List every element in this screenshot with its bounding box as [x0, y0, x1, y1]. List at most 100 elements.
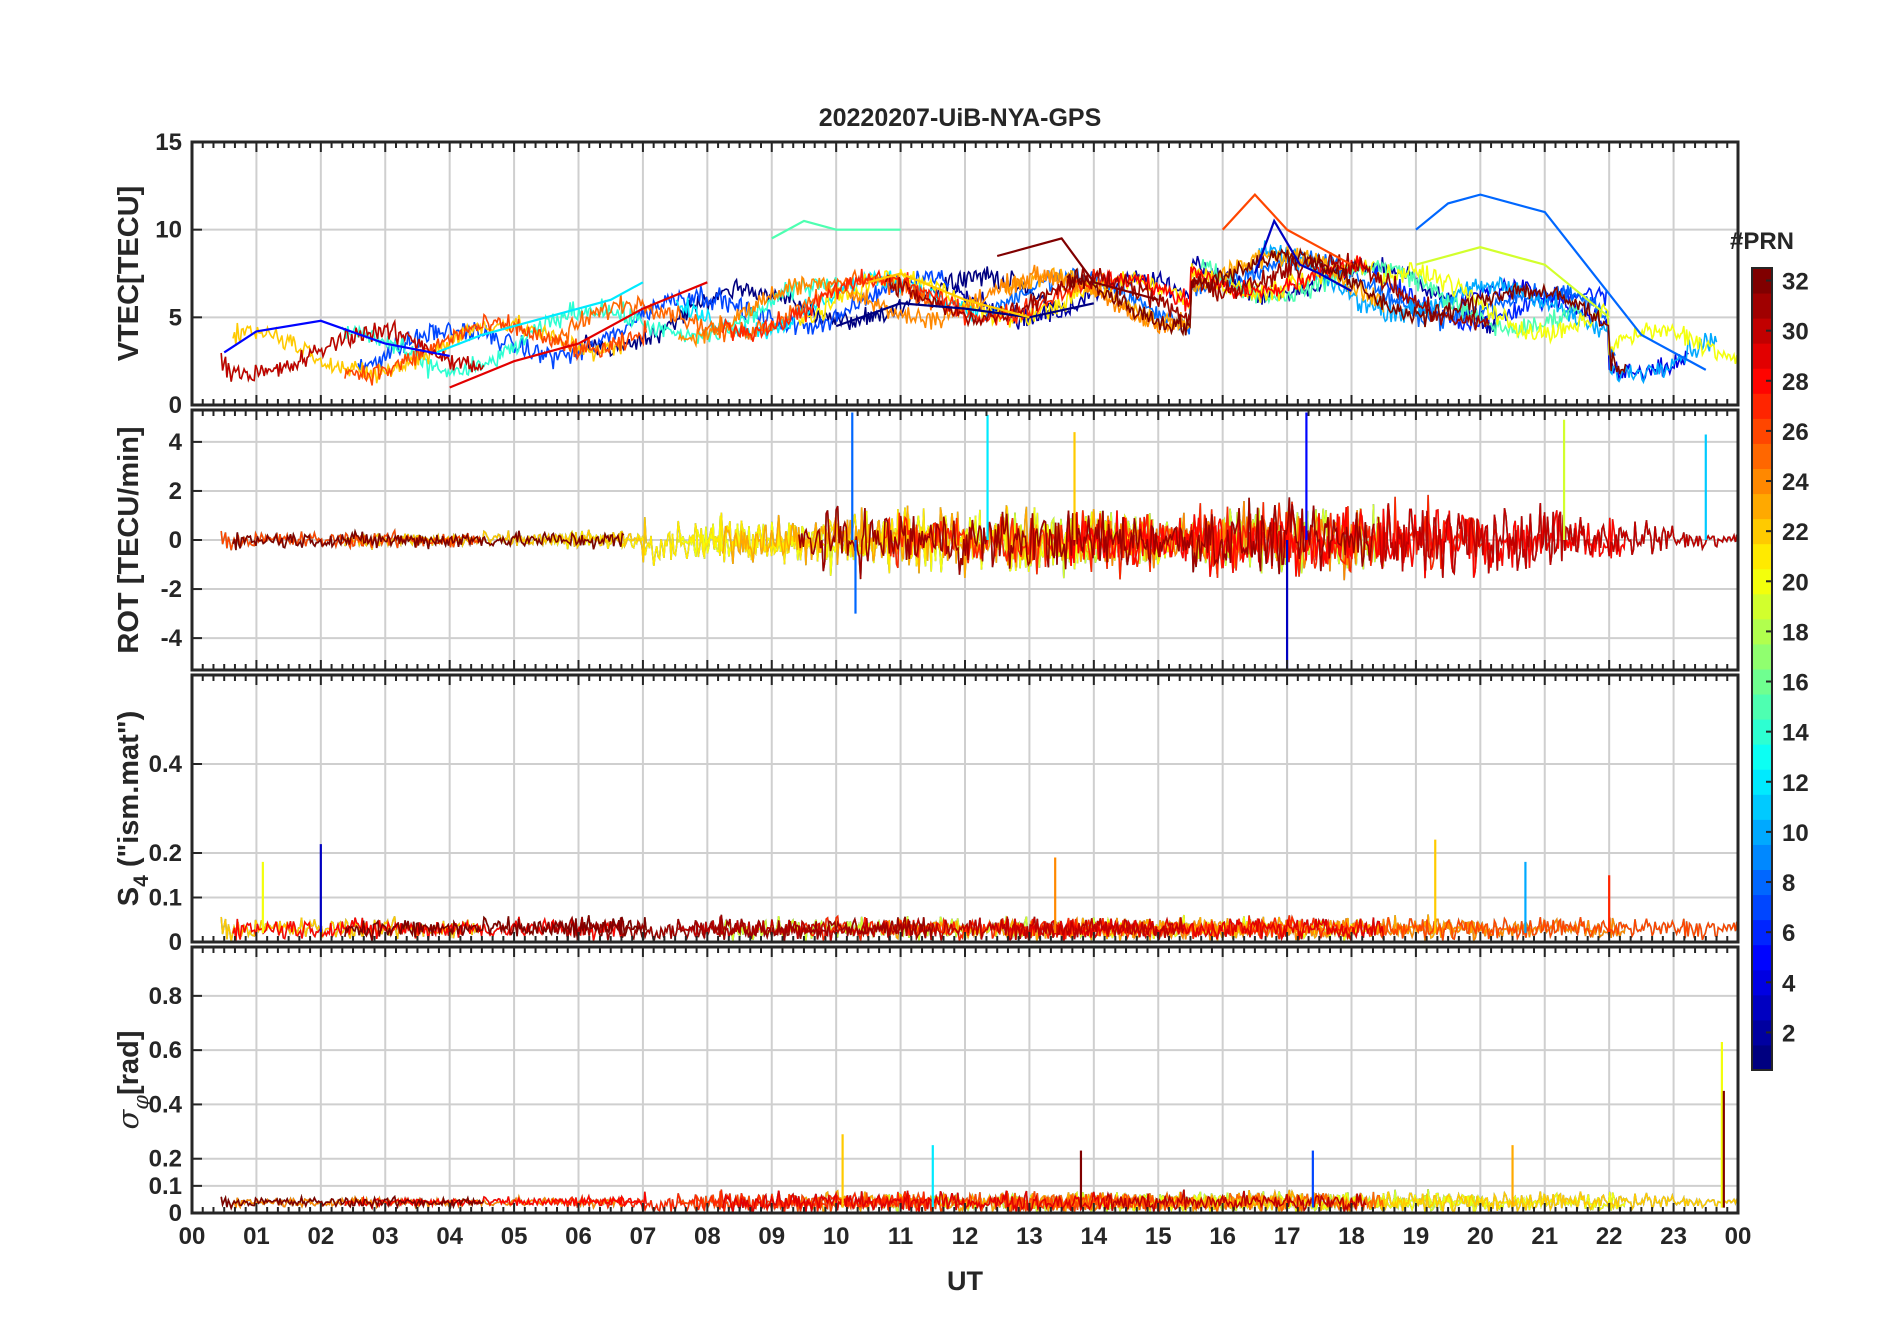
- trace-prn-27: [722, 268, 1112, 342]
- series-prn-3: [1253, 218, 1353, 292]
- x-axis: 00 01 02 03 04 05 06 07 08 09 10 11 12 13 14 15 16 17 18 19…: [179, 1223, 1752, 1296]
- colorbar-band: [1752, 744, 1772, 770]
- y-tick-label: 0.1: [149, 885, 182, 912]
- traces: [220, 412, 1738, 670]
- colorbar-band: [1752, 719, 1772, 745]
- trace-prn-29: [722, 1190, 1112, 1213]
- colorbar-band: [1752, 919, 1772, 946]
- colorbar-band: [1752, 393, 1772, 419]
- colorbar-tick-label: 14: [1782, 720, 1809, 747]
- colorbar-tick-label: 32: [1782, 269, 1809, 296]
- colorbar-band: [1752, 1019, 1772, 1046]
- x-tick-label: 23: [1660, 1223, 1687, 1250]
- colorbar-title: #PRN: [1730, 228, 1794, 255]
- traces: [220, 192, 1738, 389]
- y-tick-label: 4: [169, 429, 183, 456]
- colorbar-tick-label: 8: [1782, 870, 1795, 897]
- y-label-main: S: [113, 887, 145, 906]
- trace-prn-30: [1105, 1189, 1367, 1213]
- y-label-subscript: φ: [129, 1095, 153, 1110]
- colorbar-band: [1752, 869, 1772, 896]
- colorbar-tick-label: 4: [1782, 970, 1796, 997]
- trace-prn-26: [1377, 916, 1738, 942]
- colorbar-tick-label: 12: [1782, 770, 1809, 797]
- colorbar-band: [1752, 343, 1772, 369]
- x-tick-label: 04: [436, 1223, 463, 1250]
- colorbar-band: [1752, 518, 1772, 545]
- x-tick-label: 00: [1725, 1223, 1752, 1250]
- x-tick-label: 16: [1209, 1223, 1236, 1250]
- colorbar-tick-label: 24: [1782, 469, 1809, 496]
- series-prn-5: [223, 319, 450, 357]
- y-tick-label: 15: [155, 129, 182, 156]
- y-axis-label: VTEC[TECU]: [113, 186, 145, 362]
- colorbar-band: [1752, 468, 1772, 495]
- trace-prn-32: [344, 915, 647, 942]
- colorbar-band: [1752, 769, 1772, 795]
- trace-prn-30: [220, 318, 485, 383]
- colorbar-tick-label: 6: [1782, 920, 1795, 947]
- colorbar-tick-label: 16: [1782, 670, 1809, 697]
- x-tick-label: 05: [501, 1223, 528, 1250]
- panel-vtec: 0 5 10 15 VTEC[TECU]: [113, 129, 1740, 419]
- trace-prn-32: [220, 1193, 485, 1211]
- trace-prn-30: [1377, 502, 1738, 578]
- trace-prn-29: [1004, 916, 1385, 942]
- x-tick-label: 02: [307, 1223, 334, 1250]
- colorbar-band: [1752, 418, 1772, 444]
- colorbar-band: [1752, 794, 1772, 820]
- colorbar-band: [1752, 268, 1772, 294]
- panel-rot: -4 -2 0 2 4 ROT [TECU/min]: [113, 408, 1740, 672]
- trace-prn-22: [1377, 1190, 1738, 1213]
- trace-prn-32: [232, 528, 625, 551]
- y-label-rest: ("ism.mat"): [113, 711, 145, 875]
- grid: [192, 947, 1738, 1213]
- x-tick-label: 20: [1467, 1223, 1494, 1250]
- series-prn-19: [1415, 246, 1610, 319]
- x-tick-label: 15: [1145, 1223, 1172, 1250]
- colorbar-band: [1752, 894, 1772, 921]
- colorbar-band: [1752, 819, 1772, 845]
- colorbar-band: [1752, 969, 1772, 996]
- colorbar-tick-label: 26: [1782, 419, 1809, 446]
- series-prn-29: [449, 281, 708, 389]
- y-tick-label: 0: [169, 527, 182, 554]
- y-tick-label: 0.2: [149, 840, 182, 867]
- colorbar-frame: [1751, 267, 1773, 1071]
- y-tick-label: 0.6: [149, 1037, 182, 1064]
- colorbar-band: [1752, 443, 1772, 469]
- y-tick-label: 5: [169, 304, 182, 331]
- y-axis-label: σφ[rad]: [111, 1031, 153, 1130]
- y-tick-label: 0.1: [149, 1173, 182, 1200]
- y-axis-label: ROT [TECU/min]: [113, 426, 145, 653]
- y-label-subscript: 4: [130, 875, 153, 887]
- chart-title: 20220207-UiB-NYA-GPS: [819, 104, 1102, 132]
- trace-prn-26: [344, 313, 647, 386]
- trace-prn-30: [677, 916, 1185, 942]
- series-prn-32: [996, 237, 1159, 301]
- colorbar-band: [1752, 318, 1772, 344]
- x-tick-label: 06: [565, 1223, 592, 1250]
- colorbar-band: [1752, 543, 1772, 570]
- x-tick-label: 09: [758, 1223, 785, 1250]
- colorbar-tick-label: 2: [1782, 1020, 1795, 1047]
- y-tick-label: 0.4: [149, 751, 183, 778]
- colorbar-band: [1752, 293, 1772, 319]
- x-tick-label: 08: [694, 1223, 721, 1250]
- colorbar-band: [1752, 994, 1772, 1021]
- y-tick-label: 10: [155, 217, 182, 244]
- y-tick-label: 0: [169, 1200, 182, 1227]
- colorbar-band: [1752, 618, 1772, 645]
- x-tick-label: 10: [823, 1223, 850, 1250]
- y-tick-label: -2: [161, 576, 182, 603]
- series-prn-1: [835, 302, 1095, 328]
- x-tick-label: 14: [1080, 1223, 1107, 1250]
- colorbar-tick-label: 30: [1782, 319, 1809, 346]
- x-tick-label: 21: [1531, 1223, 1558, 1250]
- trace-prn-25: [551, 268, 934, 346]
- series-prn-15: [771, 219, 901, 240]
- y-tick-label: 2: [169, 478, 182, 505]
